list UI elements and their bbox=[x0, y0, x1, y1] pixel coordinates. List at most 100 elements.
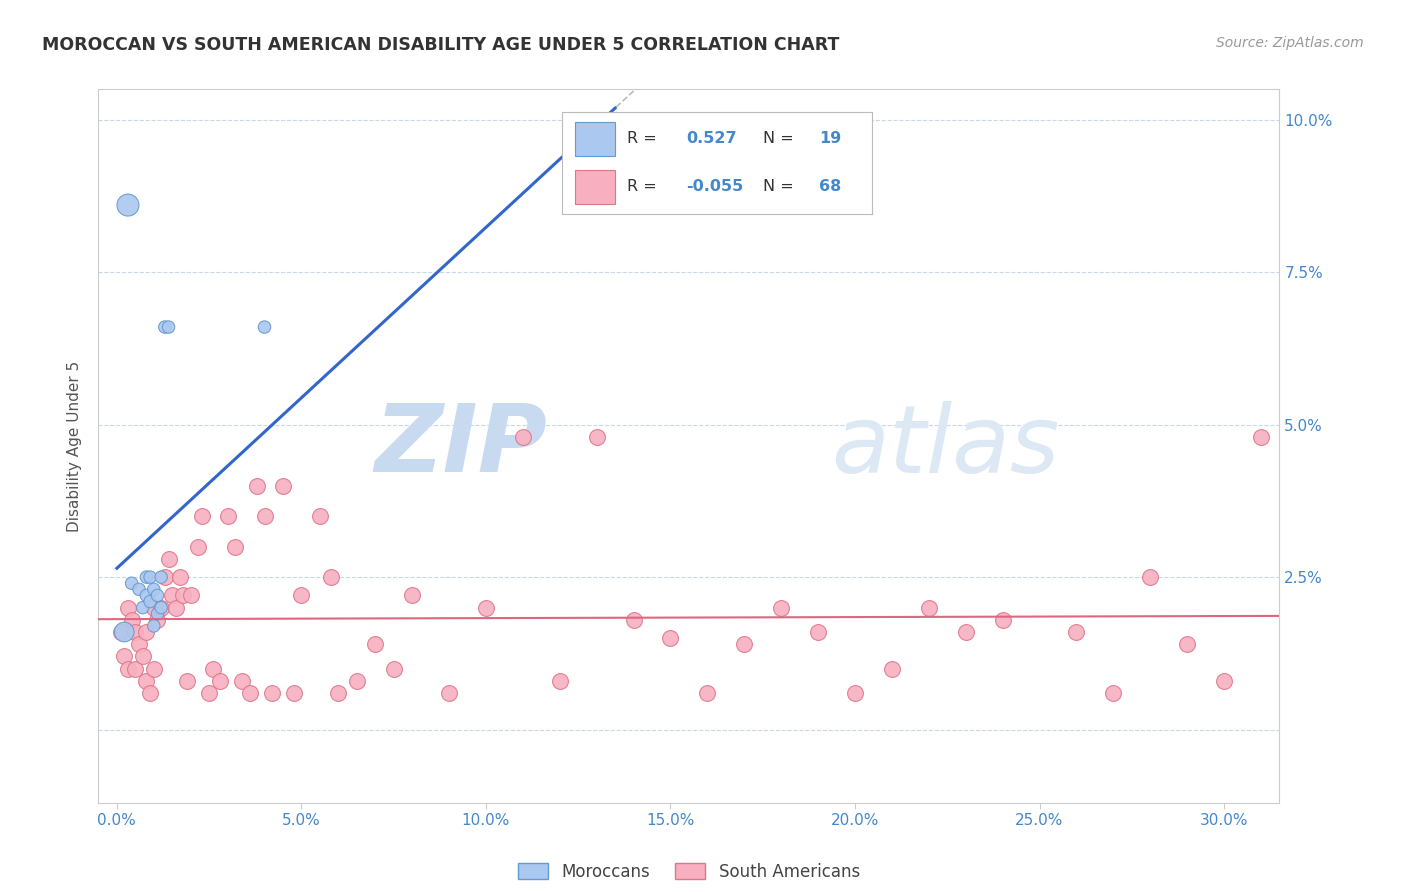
Point bbox=[659, 631, 682, 645]
Point bbox=[169, 570, 191, 584]
Point bbox=[117, 600, 139, 615]
Point bbox=[157, 320, 180, 334]
Point bbox=[139, 570, 162, 584]
Point bbox=[142, 582, 165, 597]
Point bbox=[142, 600, 165, 615]
Point bbox=[224, 540, 246, 554]
Point bbox=[153, 570, 176, 584]
Point bbox=[172, 589, 194, 603]
Point bbox=[918, 600, 941, 615]
Point bbox=[117, 198, 139, 212]
Point bbox=[1175, 637, 1198, 651]
Point bbox=[176, 673, 198, 688]
Point bbox=[271, 478, 294, 492]
Legend: Moroccans, South Americans: Moroccans, South Americans bbox=[512, 856, 866, 888]
Point bbox=[146, 589, 169, 603]
Point bbox=[128, 637, 150, 651]
Text: MOROCCAN VS SOUTH AMERICAN DISABILITY AGE UNDER 5 CORRELATION CHART: MOROCCAN VS SOUTH AMERICAN DISABILITY AG… bbox=[42, 36, 839, 54]
Text: Source: ZipAtlas.com: Source: ZipAtlas.com bbox=[1216, 36, 1364, 50]
Point bbox=[231, 673, 253, 688]
Point bbox=[135, 570, 157, 584]
Point bbox=[124, 662, 146, 676]
Point bbox=[142, 619, 165, 633]
Point bbox=[110, 625, 132, 640]
Point bbox=[364, 637, 387, 651]
Point bbox=[623, 613, 645, 627]
Point bbox=[191, 509, 214, 524]
Point bbox=[844, 686, 866, 700]
Point bbox=[475, 600, 498, 615]
Point bbox=[112, 625, 135, 640]
Point bbox=[139, 686, 162, 700]
Text: N =: N = bbox=[763, 179, 800, 194]
Point bbox=[142, 662, 165, 676]
Point bbox=[991, 613, 1014, 627]
Point bbox=[150, 570, 173, 584]
Text: 0.527: 0.527 bbox=[686, 131, 737, 146]
Point bbox=[117, 662, 139, 676]
Point bbox=[328, 686, 350, 700]
Text: ZIP: ZIP bbox=[374, 400, 547, 492]
Text: atlas: atlas bbox=[831, 401, 1059, 491]
Text: -0.055: -0.055 bbox=[686, 179, 744, 194]
Point bbox=[309, 509, 332, 524]
Point bbox=[187, 540, 209, 554]
Point bbox=[1250, 430, 1272, 444]
Y-axis label: Disability Age Under 5: Disability Age Under 5 bbox=[67, 360, 83, 532]
Point bbox=[150, 600, 173, 615]
Point bbox=[880, 662, 903, 676]
Point bbox=[253, 509, 276, 524]
Point bbox=[290, 589, 312, 603]
Point bbox=[201, 662, 224, 676]
Point bbox=[150, 600, 173, 615]
Point bbox=[1102, 686, 1125, 700]
Point bbox=[585, 430, 607, 444]
Text: N =: N = bbox=[763, 131, 800, 146]
Point bbox=[401, 589, 423, 603]
Text: R =: R = bbox=[627, 179, 662, 194]
FancyBboxPatch shape bbox=[575, 170, 614, 204]
Point bbox=[135, 673, 157, 688]
Point bbox=[548, 673, 571, 688]
Point bbox=[346, 673, 368, 688]
Point bbox=[807, 625, 830, 640]
Point bbox=[260, 686, 283, 700]
Point bbox=[153, 320, 176, 334]
Point bbox=[770, 600, 793, 615]
Text: 19: 19 bbox=[820, 131, 841, 146]
Point bbox=[198, 686, 221, 700]
Point bbox=[733, 637, 755, 651]
Point bbox=[135, 625, 157, 640]
Point bbox=[319, 570, 342, 584]
Point bbox=[121, 613, 143, 627]
Point bbox=[246, 478, 269, 492]
Point bbox=[382, 662, 405, 676]
Point bbox=[239, 686, 262, 700]
Point bbox=[146, 607, 169, 621]
Point bbox=[112, 649, 135, 664]
Text: R =: R = bbox=[627, 131, 662, 146]
Point bbox=[124, 625, 146, 640]
Point bbox=[1066, 625, 1088, 640]
Point bbox=[283, 686, 305, 700]
Point bbox=[696, 686, 718, 700]
Point bbox=[253, 320, 276, 334]
Point bbox=[165, 600, 187, 615]
Point bbox=[128, 582, 150, 597]
Point bbox=[1213, 673, 1236, 688]
Point bbox=[209, 673, 232, 688]
Point bbox=[132, 649, 155, 664]
Point bbox=[121, 576, 143, 591]
Text: 68: 68 bbox=[820, 179, 841, 194]
Point bbox=[585, 143, 607, 157]
Point bbox=[437, 686, 460, 700]
Point bbox=[146, 613, 169, 627]
Point bbox=[162, 589, 183, 603]
Point bbox=[512, 430, 534, 444]
Point bbox=[132, 600, 155, 615]
Point bbox=[217, 509, 239, 524]
Point bbox=[955, 625, 977, 640]
Point bbox=[1139, 570, 1161, 584]
Point bbox=[180, 589, 202, 603]
Point bbox=[157, 551, 180, 566]
